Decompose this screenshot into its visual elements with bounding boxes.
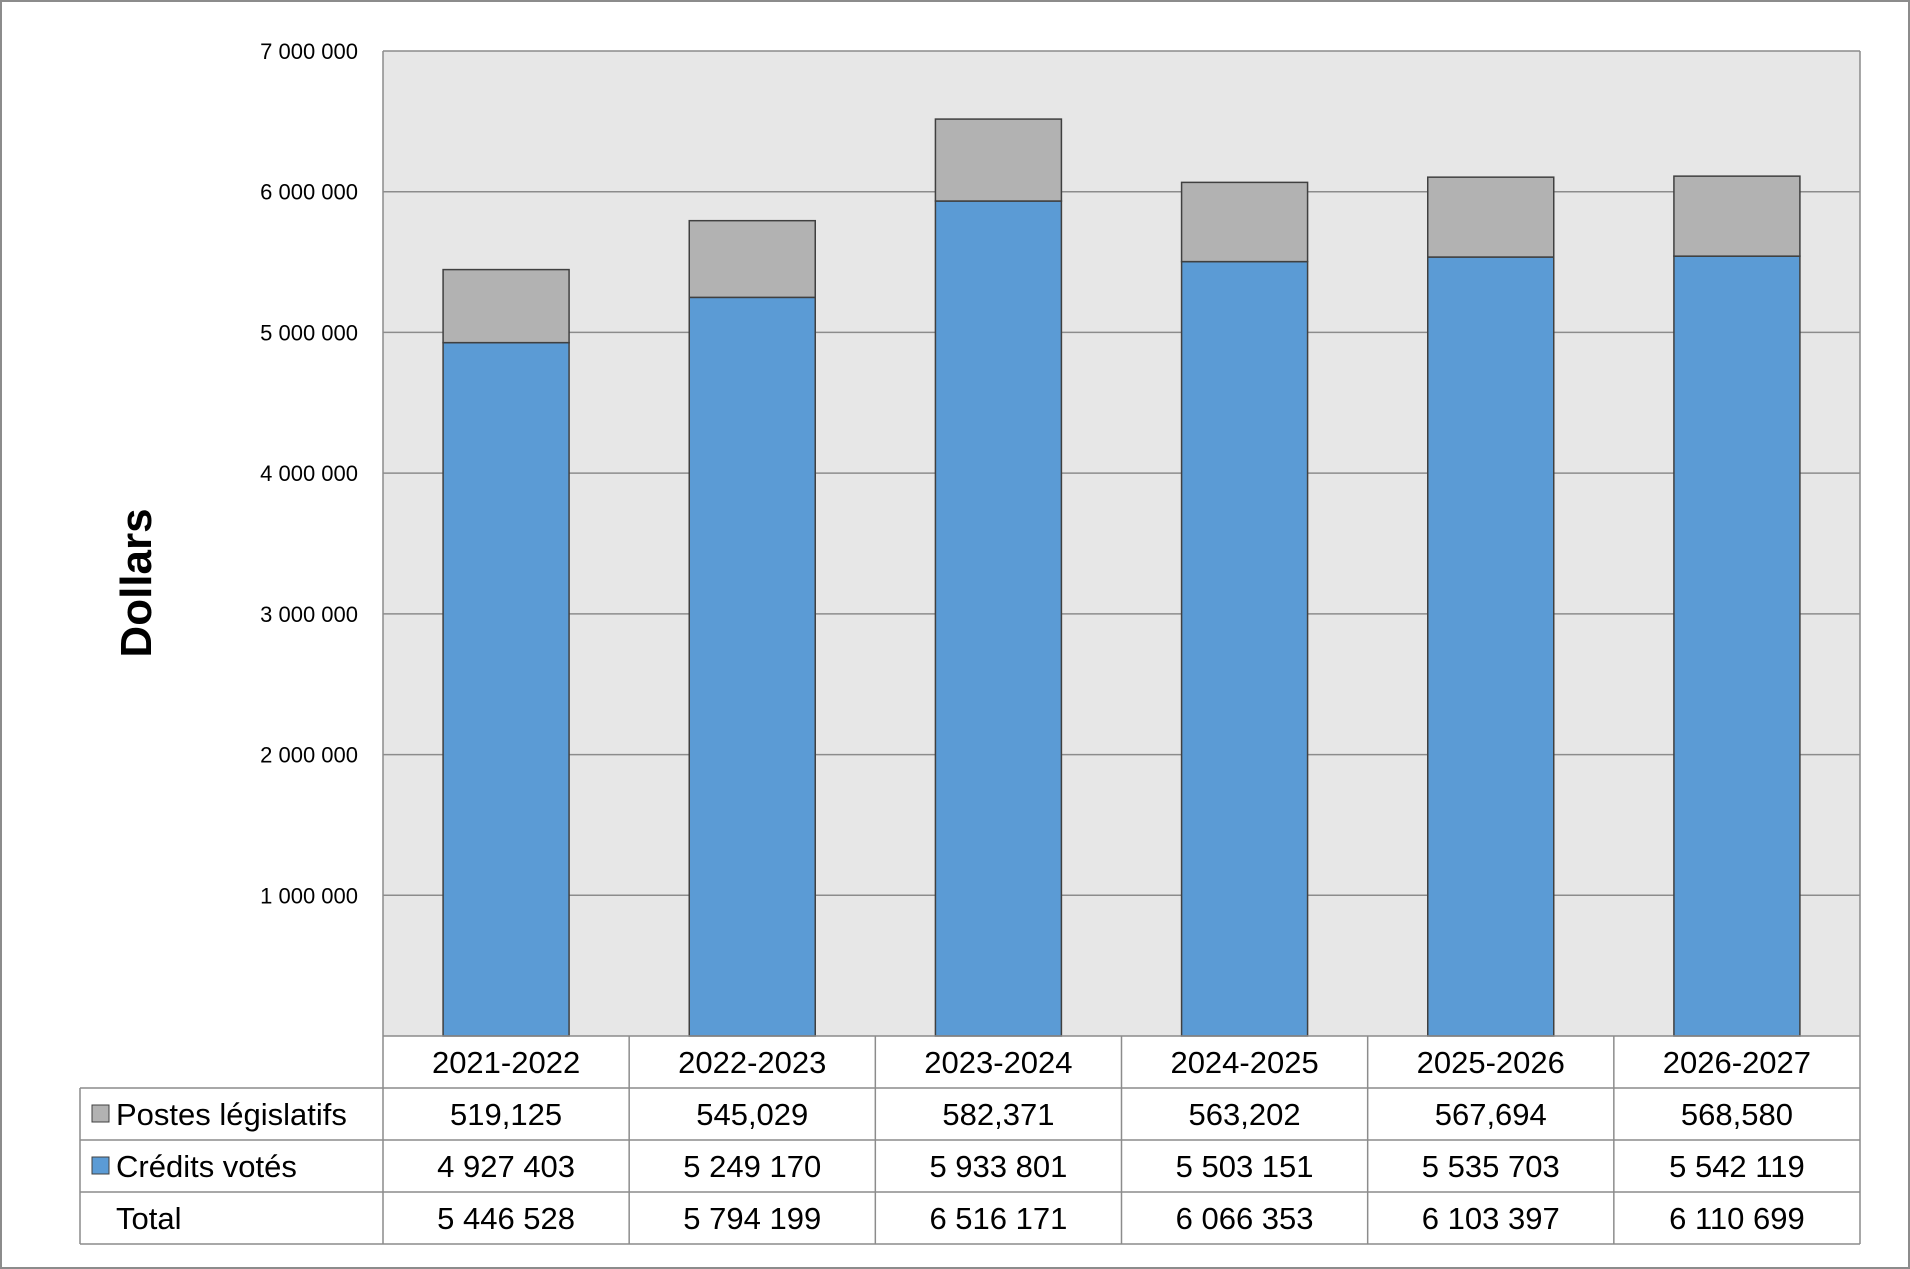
bar-segment-postes-legislatifs	[1673, 175, 1801, 257]
y-axis-ticks: 1 000 000 2 000 000 3 000 000 4 000 000 5 00…	[260, 39, 358, 908]
data-label: 519,125	[450, 1097, 562, 1132]
data-label: 5 542 119	[1669, 1149, 1805, 1184]
row-label: Postes législatifs	[116, 1097, 347, 1132]
bar-segment-credits-votes	[688, 296, 816, 1037]
y-tick-label: 6 000 000	[260, 180, 358, 205]
data-label: 5 249 170	[683, 1149, 821, 1184]
data-label: 6 066 353	[1176, 1201, 1314, 1236]
x-category-label: 2024-2025	[1170, 1045, 1318, 1080]
x-category-label: 2025-2026	[1417, 1045, 1565, 1080]
gridlines	[383, 50, 1860, 897]
bar-segment-credits-votes	[1180, 260, 1309, 1037]
y-tick-label: 5 000 000	[260, 320, 358, 345]
bar-segment-postes-legislatifs	[688, 219, 816, 299]
data-label: 567,694	[1435, 1097, 1547, 1132]
bar-segment-credits-votes	[934, 200, 1063, 1037]
row-label: Crédits votés	[116, 1149, 297, 1184]
data-label: 582,371	[942, 1097, 1054, 1132]
legend-swatch	[91, 1156, 110, 1175]
plot-area	[383, 51, 1860, 1036]
bar-segment-credits-votes	[1427, 256, 1555, 1037]
data-label: 5 794 199	[683, 1201, 821, 1236]
data-label: 5 503 151	[1176, 1149, 1314, 1184]
data-label: 6 103 397	[1422, 1201, 1560, 1236]
bar-segment-credits-votes	[442, 341, 570, 1037]
data-label: 545,029	[696, 1097, 808, 1132]
x-category-label: 2022-2023	[678, 1045, 826, 1080]
y-tick-label: 4 000 000	[260, 461, 358, 486]
y-tick-label: 7 000 000	[260, 39, 358, 64]
x-category-label: 2026-2027	[1663, 1045, 1811, 1080]
row-label: Total	[116, 1201, 181, 1236]
bar-segment-postes-legislatifs	[442, 268, 570, 344]
bar-segment-credits-votes	[1673, 255, 1801, 1037]
bar-segment-postes-legislatifs	[934, 118, 1063, 202]
y-tick-label: 1 000 000	[260, 883, 358, 908]
data-label: 568,580	[1681, 1097, 1793, 1132]
data-label: 563,202	[1189, 1097, 1301, 1132]
x-category-label: 2021-2022	[432, 1045, 580, 1080]
y-tick-label: 3 000 000	[260, 602, 358, 627]
legend-swatch	[91, 1104, 110, 1123]
bars	[442, 118, 1801, 1037]
data-label: 4 927 403	[437, 1149, 575, 1184]
data-label: 6 110 699	[1669, 1201, 1805, 1236]
y-axis-label: Dollars	[112, 508, 161, 657]
data-label: 5 535 703	[1422, 1149, 1560, 1184]
data-label: 5 933 801	[929, 1149, 1067, 1184]
data-table: 2021-2022 2022-2023 2023-2024 2024-2025 2025…	[79, 51, 1861, 1245]
y-tick-label: 2 000 000	[260, 743, 358, 768]
bar-segment-postes-legislatifs	[1427, 176, 1555, 258]
data-label: 5 446 528	[437, 1201, 575, 1236]
data-label: 6 516 171	[929, 1201, 1067, 1236]
x-category-label: 2023-2024	[924, 1045, 1072, 1080]
bar-segment-postes-legislatifs	[1180, 181, 1309, 263]
